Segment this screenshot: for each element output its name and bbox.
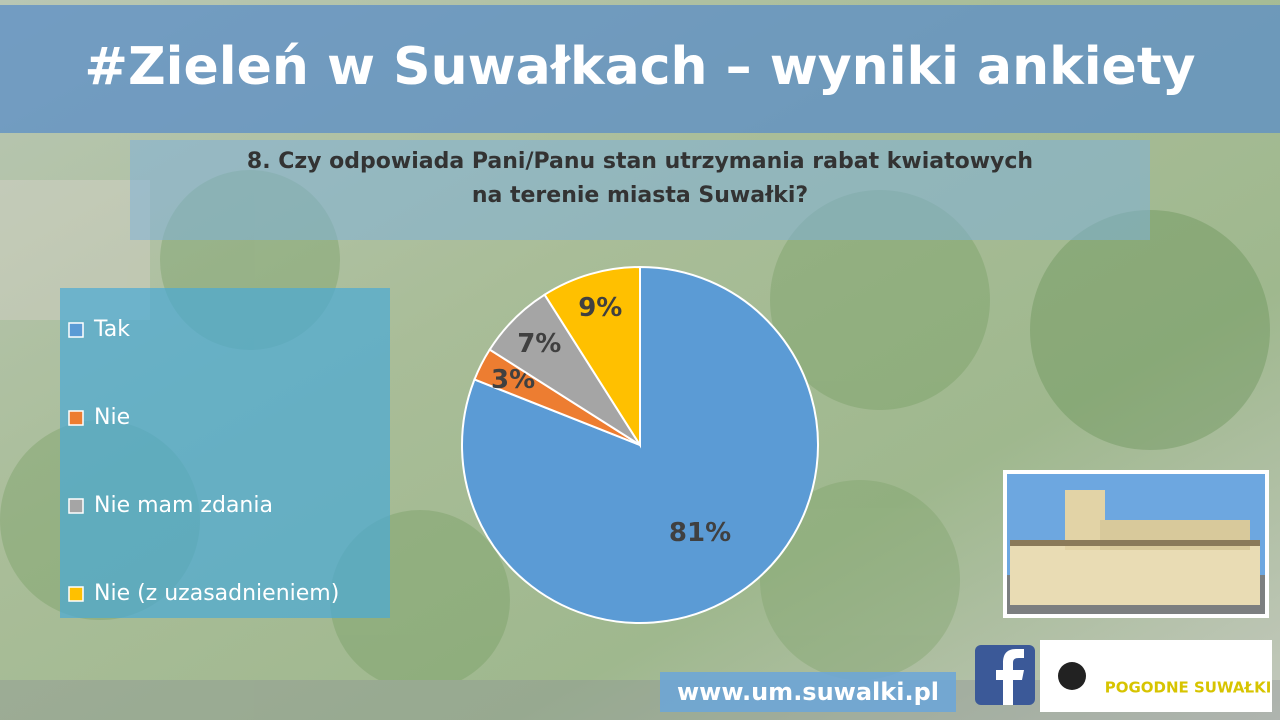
data-label: 9% — [578, 293, 622, 323]
pie-slice — [543, 265, 641, 449]
question-wrap: 8. Czy odpowiada Pani/Panu stan utrzyman… — [246, 149, 1034, 208]
question: 8. Czy odpowiada Pani/Panu stan utrzyman… — [246, 149, 1034, 208]
header-band — [0, 5, 1280, 133]
logo-mark — [1058, 662, 1086, 690]
pie: 81%3%7%9% — [461, 265, 819, 624]
slide-title: #Zieleń w Suwałkach – wyniki ankiety — [84, 37, 1195, 97]
pie-slice — [461, 265, 819, 624]
legend-swatch — [68, 586, 84, 602]
legend-box — [60, 288, 390, 618]
logo-text: POGODNE SUWAŁKI — [1105, 679, 1272, 697]
data-label: 7% — [517, 329, 561, 359]
legend-label: Nie (z uzasadnieniem) — [94, 581, 339, 606]
url: www.um.suwalki.pl — [677, 678, 939, 706]
facebook-icon — [975, 645, 1035, 705]
legend-swatch — [68, 322, 84, 338]
legend-label: Tak — [93, 317, 130, 342]
legend-swatch — [68, 410, 84, 426]
townhall-photo — [1003, 470, 1269, 618]
url-box — [660, 672, 956, 712]
question-box — [130, 140, 1150, 240]
legend: Tak Nie Nie mam zdania Nie (z uzasadnieniem… — [68, 317, 339, 606]
legend-label: Nie — [94, 405, 130, 430]
legend-swatch — [68, 498, 84, 514]
data-label: 81% — [669, 518, 731, 548]
legend-label: Nie mam zdania — [94, 493, 273, 518]
